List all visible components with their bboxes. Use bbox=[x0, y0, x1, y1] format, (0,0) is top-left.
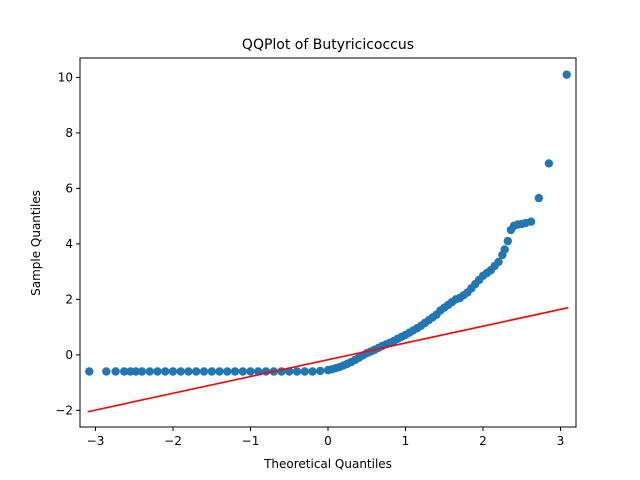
x-tick-label: 2 bbox=[479, 434, 487, 448]
data-point bbox=[168, 367, 178, 376]
x-tick-label: 1 bbox=[402, 434, 410, 448]
data-point bbox=[102, 367, 111, 376]
data-point bbox=[230, 367, 240, 376]
data-point bbox=[153, 367, 162, 376]
data-point bbox=[192, 367, 201, 376]
reference-line bbox=[87, 306, 569, 413]
data-point bbox=[176, 367, 185, 376]
data-point bbox=[119, 367, 129, 376]
data-point bbox=[494, 257, 503, 267]
x-tick-label: 0 bbox=[324, 434, 332, 448]
data-point bbox=[207, 367, 216, 376]
data-point bbox=[111, 367, 120, 376]
data-point bbox=[161, 367, 170, 376]
data-point bbox=[223, 367, 232, 376]
y-axis: −2 0 2 4 6 8 10 bbox=[55, 70, 80, 417]
data-point bbox=[184, 367, 193, 376]
data-point bbox=[131, 367, 140, 376]
data-point bbox=[292, 367, 302, 376]
data-point bbox=[137, 367, 147, 376]
data-point bbox=[300, 367, 309, 376]
data-point bbox=[544, 159, 554, 168]
data-point bbox=[85, 367, 94, 376]
y-axis-label: Sample Quantiles bbox=[29, 190, 43, 296]
data-point bbox=[145, 367, 154, 376]
data-point bbox=[246, 367, 255, 376]
data-point bbox=[526, 217, 536, 226]
data-point bbox=[215, 367, 224, 376]
y-tick-label: 0 bbox=[65, 348, 73, 362]
data-point bbox=[238, 367, 247, 376]
data-point bbox=[500, 245, 509, 254]
x-tick-label: −2 bbox=[164, 434, 182, 448]
y-tick-label: 8 bbox=[65, 126, 73, 140]
x-tick-label: 3 bbox=[557, 434, 565, 448]
data-point bbox=[534, 193, 543, 203]
y-tick-label: 6 bbox=[65, 181, 73, 195]
x-axis: −3 −2 −1 0 1 2 3 bbox=[87, 427, 565, 448]
data-point bbox=[562, 70, 571, 79]
y-tick-label: 10 bbox=[58, 70, 73, 84]
x-tick-label: −1 bbox=[242, 434, 260, 448]
data-point bbox=[503, 236, 512, 246]
x-tick-label: −3 bbox=[87, 434, 105, 448]
data-point bbox=[316, 366, 325, 376]
data-point bbox=[308, 367, 317, 376]
y-tick-label: 2 bbox=[65, 292, 73, 306]
data-point bbox=[199, 367, 209, 376]
x-axis-label: Theoretical Quantiles bbox=[263, 457, 392, 471]
plot-area bbox=[85, 70, 571, 413]
y-tick-label: 4 bbox=[65, 237, 73, 251]
chart-title: QQPlot of Butyricicoccus bbox=[242, 37, 414, 53]
data-point bbox=[285, 367, 294, 376]
y-tick-label: −2 bbox=[55, 403, 73, 417]
